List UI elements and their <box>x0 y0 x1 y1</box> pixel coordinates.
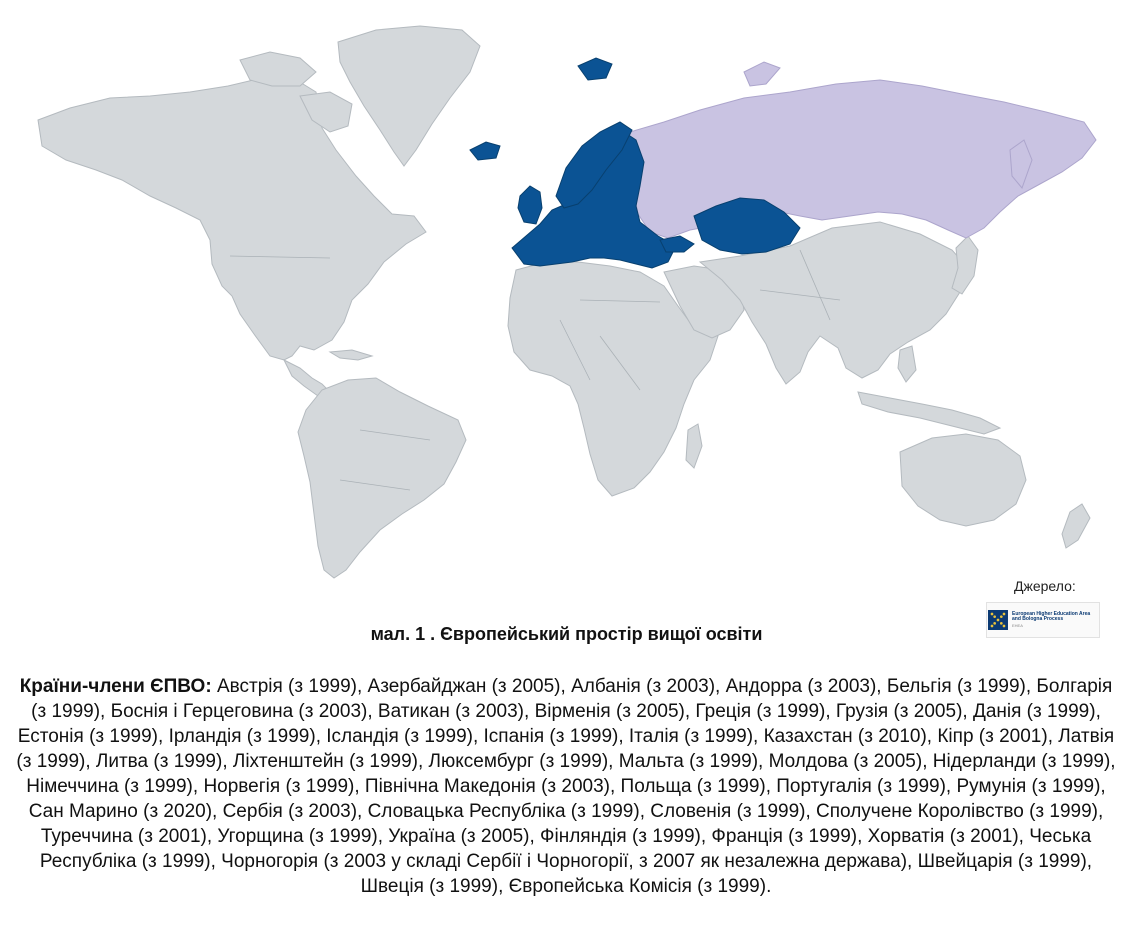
world-map <box>37 25 1097 579</box>
members-paragraph: Країни-члени ЄПВО: Австрія (з 1999), Азе… <box>16 674 1116 899</box>
svalbard-ehea <box>577 57 613 81</box>
sakhalin-kamchatka <box>1009 139 1033 189</box>
greenland <box>337 25 481 167</box>
ehea-logo-icon <box>988 610 1008 630</box>
southeast-asia-islands <box>857 391 1002 435</box>
source-logo[interactable]: European Higher Education Area and Bolog… <box>986 602 1100 638</box>
madagascar <box>685 423 703 469</box>
north-america-landmass <box>37 75 427 361</box>
asia-landmass <box>698 221 969 385</box>
australia <box>899 433 1027 527</box>
philippines <box>897 345 917 383</box>
kazakhstan-ehea <box>693 197 801 255</box>
iceland-ehea <box>469 141 501 161</box>
japan <box>951 235 979 295</box>
caucasus-ehea <box>659 235 695 253</box>
novaya-zemlya <box>743 61 781 87</box>
new-zealand <box>1061 503 1091 549</box>
cuba <box>328 349 374 361</box>
uk-ireland-ehea <box>517 185 543 225</box>
source-label: Джерело: <box>1014 578 1076 594</box>
south-america <box>297 377 467 579</box>
logo-title: European Higher Education Area and Bolog… <box>1011 611 1091 622</box>
baffin-island <box>299 91 353 133</box>
country-borders <box>229 249 841 491</box>
figure-caption: мал. 1 . Європейський простір вищої осві… <box>370 624 763 644</box>
scandinavia-ehea <box>555 121 633 209</box>
canadian-arctic-islands <box>239 51 317 87</box>
members-list: Австрія (з 1999), Азербайджан (з 2005), … <box>16 676 1116 897</box>
members-heading: Країни-члени ЄПВО: <box>19 676 212 697</box>
logo-subtitle: EHEA <box>1011 623 1023 628</box>
